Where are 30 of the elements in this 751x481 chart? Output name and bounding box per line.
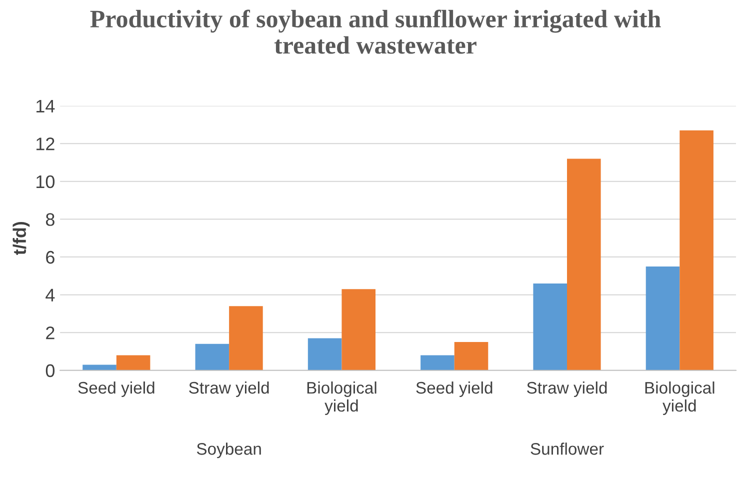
x-tick-label: Seed yield (416, 381, 492, 398)
bar (680, 130, 714, 370)
y-tick-label: 8 (46, 213, 54, 226)
x-tick-label: Straw yield (527, 381, 607, 398)
x-tick-label: Biological yield (645, 381, 714, 415)
bar (646, 266, 680, 370)
bar (195, 344, 230, 370)
text: Soybean (196, 442, 261, 458)
bar (420, 355, 454, 370)
bar (116, 355, 150, 370)
chart-title: Productivity of soybean and sunfllower irrigated with treated wastewater (90, 10, 661, 54)
text: Sunflower (530, 442, 604, 455)
y-tick-label: 6 (46, 250, 54, 264)
y-tick-label: 0 (46, 364, 55, 378)
y-tick-label: 14 (36, 100, 55, 112)
bar (567, 158, 601, 370)
y-axis-title: t/fd) (12, 222, 30, 255)
y-tick-label: 10 (36, 175, 55, 188)
y-tick-label: 12 (36, 138, 54, 150)
bar (454, 342, 488, 370)
bar (342, 289, 376, 370)
x-tick-label: Straw yield (189, 381, 269, 398)
bar (308, 338, 342, 370)
bar (229, 306, 263, 370)
x-tick-label: Seed yield (78, 381, 154, 398)
x-tick-label: Biological yield (307, 381, 376, 415)
y-tick-label: 2 (46, 326, 54, 340)
bar (82, 364, 116, 370)
bar (533, 283, 568, 370)
y-tick-label: 4 (46, 288, 55, 302)
